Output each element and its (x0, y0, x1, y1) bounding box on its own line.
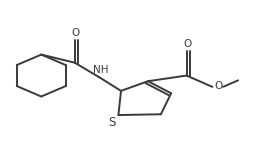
Text: S: S (108, 116, 116, 129)
Text: O: O (184, 39, 192, 49)
Text: NH: NH (93, 65, 108, 75)
Text: O: O (214, 81, 223, 91)
Text: O: O (72, 28, 80, 38)
